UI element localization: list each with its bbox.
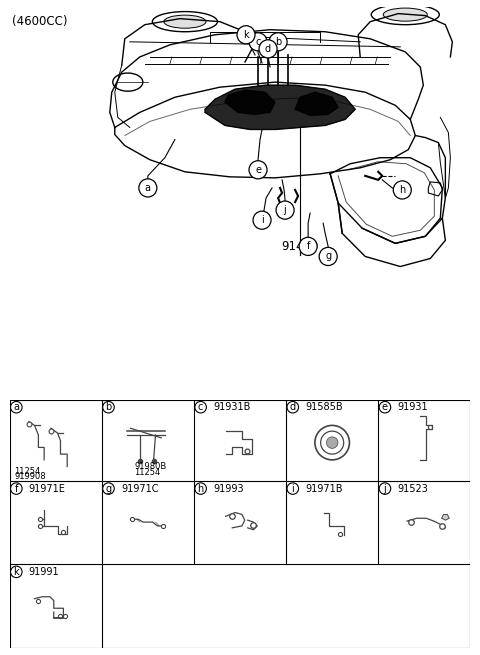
Polygon shape: [428, 182, 443, 196]
Text: 91400: 91400: [281, 240, 319, 253]
Text: i: i: [291, 483, 294, 494]
Ellipse shape: [152, 12, 217, 31]
Text: 91523: 91523: [397, 483, 428, 494]
Polygon shape: [205, 85, 355, 130]
Text: 91993: 91993: [213, 483, 244, 494]
Text: f: f: [306, 242, 310, 252]
Circle shape: [326, 437, 338, 449]
Text: a: a: [145, 183, 151, 193]
Text: h: h: [197, 483, 204, 494]
Ellipse shape: [164, 15, 206, 28]
Ellipse shape: [113, 73, 143, 91]
Polygon shape: [442, 514, 449, 520]
Text: 11254: 11254: [134, 468, 161, 477]
Text: g: g: [325, 252, 331, 261]
Circle shape: [103, 402, 114, 413]
Circle shape: [195, 402, 206, 413]
Circle shape: [139, 179, 157, 197]
Circle shape: [249, 33, 267, 51]
Text: 919908: 919908: [14, 472, 46, 481]
Circle shape: [319, 248, 337, 265]
Text: f: f: [14, 483, 18, 494]
Text: a: a: [13, 402, 19, 412]
Circle shape: [393, 181, 411, 199]
Text: 91971E: 91971E: [29, 483, 66, 494]
Circle shape: [379, 402, 391, 413]
Text: d: d: [265, 44, 271, 54]
Circle shape: [321, 431, 344, 454]
Polygon shape: [295, 92, 338, 115]
Circle shape: [249, 160, 267, 179]
Text: k: k: [13, 567, 19, 577]
Text: e: e: [382, 402, 388, 412]
Circle shape: [259, 40, 277, 58]
Text: 91980B: 91980B: [134, 462, 167, 472]
Text: 91991: 91991: [29, 567, 60, 577]
Circle shape: [11, 483, 22, 495]
Text: k: k: [13, 567, 19, 577]
Text: d: d: [290, 402, 296, 412]
Ellipse shape: [383, 8, 427, 21]
Circle shape: [315, 425, 349, 460]
Circle shape: [299, 237, 317, 255]
Text: e: e: [255, 165, 261, 175]
Text: c: c: [198, 402, 204, 412]
Circle shape: [195, 483, 206, 495]
Text: 91971B: 91971B: [305, 483, 343, 494]
Text: i: i: [261, 215, 264, 225]
Text: 91931B: 91931B: [213, 402, 251, 412]
Text: (4600CC): (4600CC): [12, 14, 67, 28]
Text: 91931: 91931: [397, 402, 428, 412]
Text: g: g: [106, 483, 111, 494]
Text: b: b: [275, 37, 281, 47]
Text: 91585B: 91585B: [305, 402, 343, 412]
Circle shape: [269, 33, 287, 51]
Polygon shape: [225, 90, 275, 115]
Circle shape: [11, 566, 22, 578]
Text: j: j: [384, 483, 386, 494]
Circle shape: [253, 211, 271, 229]
Circle shape: [11, 402, 22, 413]
Text: h: h: [399, 185, 406, 195]
Circle shape: [276, 201, 294, 219]
Circle shape: [287, 483, 299, 495]
Text: k: k: [243, 29, 249, 40]
Text: j: j: [284, 205, 287, 215]
Circle shape: [287, 402, 299, 413]
Circle shape: [237, 26, 255, 44]
Circle shape: [379, 483, 391, 495]
Text: c: c: [255, 37, 261, 47]
Text: b: b: [105, 402, 112, 412]
Text: 91971C: 91971C: [121, 483, 158, 494]
Text: 11254: 11254: [14, 467, 41, 476]
Ellipse shape: [371, 5, 439, 25]
Circle shape: [103, 483, 114, 495]
